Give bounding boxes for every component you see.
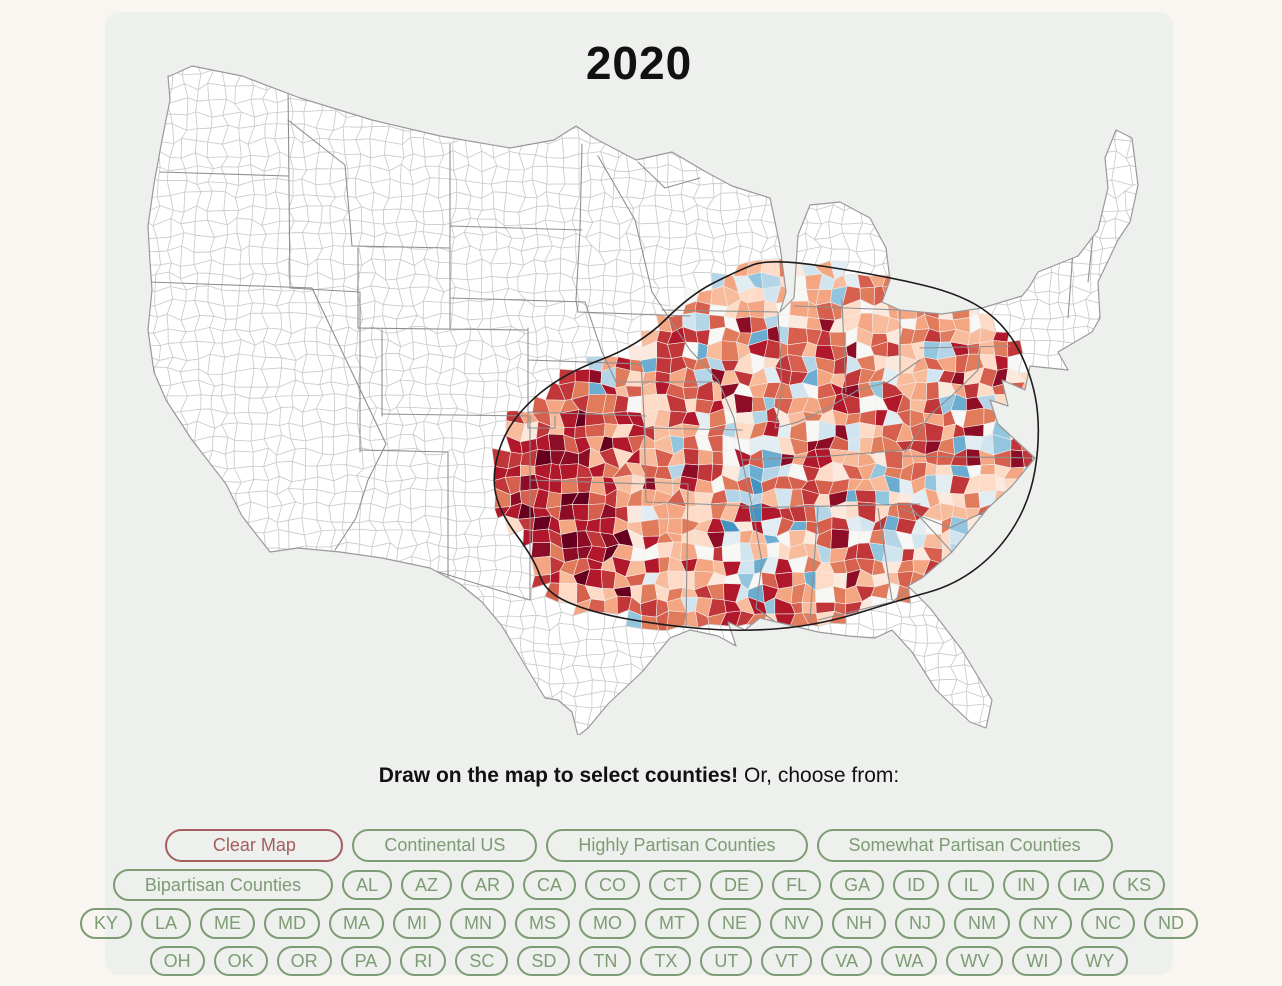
state-button-mo[interactable]: MO xyxy=(579,908,636,939)
clear-map-button[interactable]: Clear Map xyxy=(165,829,344,862)
state-button-ok[interactable]: OK xyxy=(213,945,268,976)
county-map-svg[interactable] xyxy=(130,60,1140,735)
state-button-al[interactable]: AL xyxy=(341,869,392,900)
state-button-ar[interactable]: AR xyxy=(461,869,515,900)
state-button-sc[interactable]: SC xyxy=(455,945,509,976)
state-button-ne[interactable]: NE xyxy=(708,908,762,939)
state-button-tx[interactable]: TX xyxy=(640,945,692,976)
state-button-mt[interactable]: MT xyxy=(645,908,699,939)
preset-somewhat-partisan-button[interactable]: Somewhat Partisan Counties xyxy=(816,829,1113,862)
state-button-co[interactable]: CO xyxy=(585,869,641,900)
state-button-me[interactable]: ME xyxy=(200,908,255,939)
state-button-nh[interactable]: NH xyxy=(832,908,887,939)
state-button-nd[interactable]: ND xyxy=(1144,908,1199,939)
state-button-in[interactable]: IN xyxy=(1003,869,1050,900)
state-button-nm[interactable]: NM xyxy=(954,908,1011,939)
state-button-mn[interactable]: MN xyxy=(450,908,506,939)
state-button-sd[interactable]: SD xyxy=(517,945,571,976)
state-button-pa[interactable]: PA xyxy=(340,945,392,976)
instruction-bold: Draw on the map to select counties! xyxy=(378,764,739,787)
lasso-selection[interactable] xyxy=(493,261,1040,632)
state-button-de[interactable]: DE xyxy=(710,869,764,900)
preset-button-row: Clear Map Continental US Highly Partisan C… xyxy=(165,829,1113,862)
state-button-wi[interactable]: WI xyxy=(1012,945,1063,976)
state-button-ga[interactable]: GA xyxy=(830,869,885,900)
state-button-mi[interactable]: MI xyxy=(393,908,441,939)
instruction-text: Draw on the map to select counties! Or, … xyxy=(105,764,1173,788)
county-cells xyxy=(148,66,1138,735)
state-button-ri[interactable]: RI xyxy=(400,945,447,976)
state-button-vt[interactable]: VT xyxy=(761,945,813,976)
state-button-ca[interactable]: CA xyxy=(523,869,577,900)
main-panel: 2020 Draw on the map to select counties!… xyxy=(79,12,1199,976)
state-button-fl[interactable]: FL xyxy=(772,869,822,900)
state-button-ut[interactable]: UT xyxy=(700,945,753,976)
state-borders xyxy=(149,83,1099,627)
state-button-az[interactable]: AZ xyxy=(401,869,453,900)
page-title: 2020 xyxy=(585,37,693,89)
state-button-la[interactable]: LA xyxy=(140,908,191,939)
state-button-ma[interactable]: MA xyxy=(329,908,384,939)
state-button-va[interactable]: VA xyxy=(821,945,873,976)
preset-continental-us-button[interactable]: Continental US xyxy=(352,829,538,862)
state-button-ia[interactable]: IA xyxy=(1058,869,1105,900)
state-button-ny[interactable]: NY xyxy=(1019,908,1073,939)
state-button-ks[interactable]: KS xyxy=(1113,869,1166,900)
us-coastline xyxy=(147,65,1139,735)
preset-highly-partisan-button[interactable]: Highly Partisan Counties xyxy=(546,829,808,862)
state-button-il[interactable]: IL xyxy=(948,869,995,900)
state-button-id[interactable]: ID xyxy=(893,869,940,900)
state-button-ct[interactable]: CT xyxy=(649,869,702,900)
state-button-nj[interactable]: NJ xyxy=(895,908,946,939)
state-button-ky[interactable]: KY xyxy=(79,908,132,939)
state-button-ms[interactable]: MS xyxy=(515,908,570,939)
state-button-or[interactable]: OR xyxy=(276,945,332,976)
instruction-rest: Or, choose from: xyxy=(738,764,900,787)
preset-bipartisan-button[interactable]: Bipartisan Counties xyxy=(112,868,333,901)
button-rows: Clear Map Continental US Highly Partisan C… xyxy=(79,829,1199,976)
state-button-row-3: OH OK OR PA RI SC SD TN TX UT VT VA WA WV WI WY xyxy=(149,945,1129,976)
state-button-oh[interactable]: OH xyxy=(149,945,205,976)
state-button-row-1: Bipartisan Counties AL AZ AR CA CO CT DE FL GA ID I… xyxy=(112,868,1166,901)
state-button-wa[interactable]: WA xyxy=(881,945,938,976)
state-button-wy[interactable]: WY xyxy=(1071,945,1129,976)
state-button-wv[interactable]: WV xyxy=(946,945,1004,976)
state-button-md[interactable]: MD xyxy=(264,908,320,939)
state-button-row-2: KY LA ME MD MA MI MN MS MO MT NE NV NH NJ NM NY NC ND xyxy=(79,908,1199,939)
state-button-nv[interactable]: NV xyxy=(770,908,824,939)
state-button-tn[interactable]: TN xyxy=(579,945,632,976)
us-county-map[interactable] xyxy=(130,60,1140,735)
state-button-nc[interactable]: NC xyxy=(1081,908,1136,939)
